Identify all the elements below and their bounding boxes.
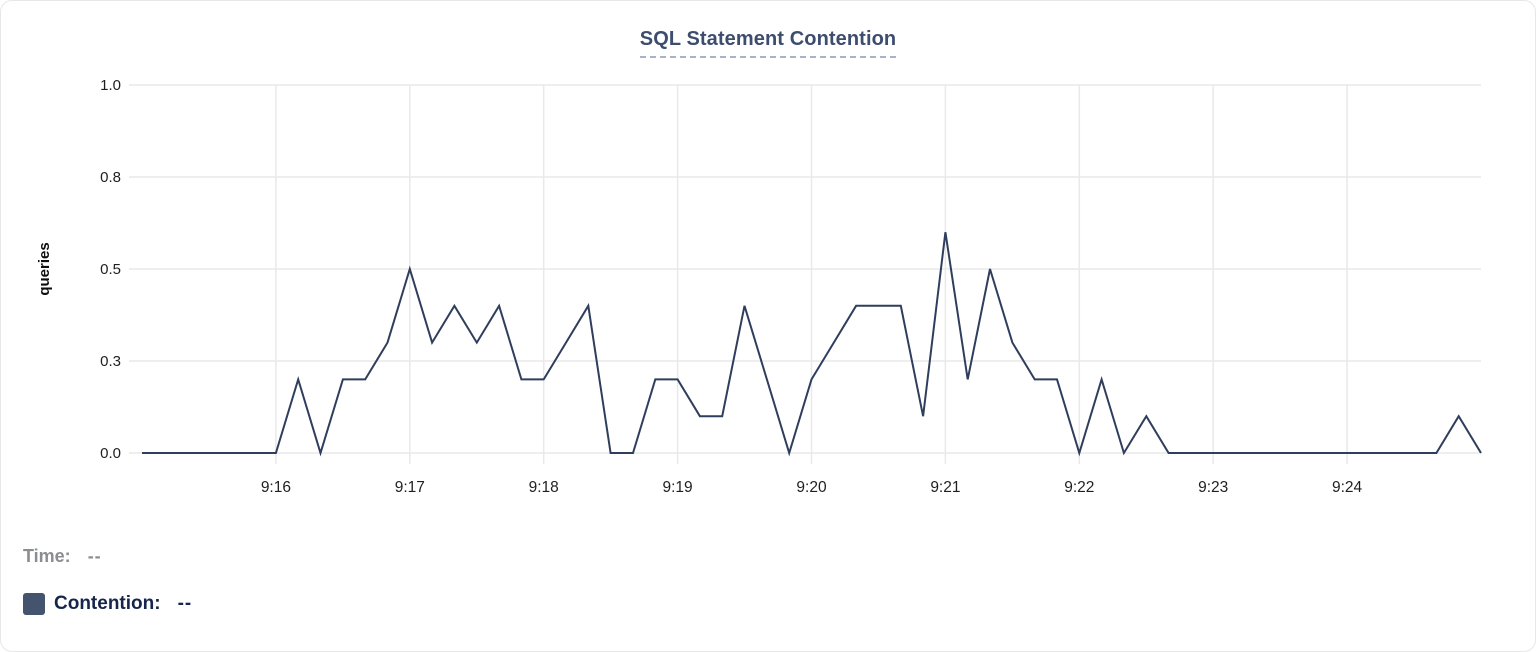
x-tick-label: 9:18 <box>529 479 559 496</box>
legend-time-value: -- <box>87 545 102 566</box>
contention-line-chart-svg[interactable]: 0.00.30.50.81.09:16 9:17 9:18 9:19 9:20 9:21 9… <box>1 1 1536 513</box>
legend-time-row: Time: -- <box>23 543 192 569</box>
x-tick-label: 9:21 <box>930 479 960 496</box>
legend-contention-row: Contention: -- <box>23 591 192 617</box>
legend-time-label: Time: <box>23 545 71 566</box>
x-tick-label: 9:17 <box>395 479 425 496</box>
x-tick-label: 9:19 <box>663 479 693 496</box>
x-tick-label: 9:16 <box>261 479 291 496</box>
x-tick-label: 9:22 <box>1064 479 1094 496</box>
x-tick-label: 9:23 <box>1198 479 1228 496</box>
y-tick-label: 0.8 <box>100 169 121 186</box>
contention-swatch <box>23 593 45 615</box>
y-tick-label: 0.5 <box>100 261 121 278</box>
y-grid-and-labels: 0.0 0.3 0.5 0.8 1.0 <box>100 77 1481 462</box>
y-tick-label: 0.0 <box>100 445 121 462</box>
legend-contention-label: Contention: <box>54 593 161 614</box>
y-axis-title: queries <box>36 242 53 295</box>
x-tick-label: 9:20 <box>796 479 827 496</box>
chart-header: SQL Statement Contention <box>1 28 1535 58</box>
chart-legend: Time: -- Contention: -- <box>23 543 192 617</box>
contention-series-line <box>142 232 1482 457</box>
y-tick-label: 1.0 <box>100 77 121 94</box>
chart-title[interactable]: SQL Statement Contention <box>639 28 897 58</box>
x-tick-label: 9:24 <box>1332 479 1363 496</box>
y-tick-label: 0.3 <box>100 353 121 370</box>
legend-contention-value: -- <box>177 593 193 614</box>
line-chart[interactable]: 0.0 0.3 0.5 0.8 1.0 9:16 9:17 9:18 9:19 9:20 9:21 9… <box>1 1 1536 513</box>
x-grid-and-labels: 9:16 9:17 9:18 9:19 9:20 9:21 9:22 9:23 9:24 <box>261 85 1363 496</box>
